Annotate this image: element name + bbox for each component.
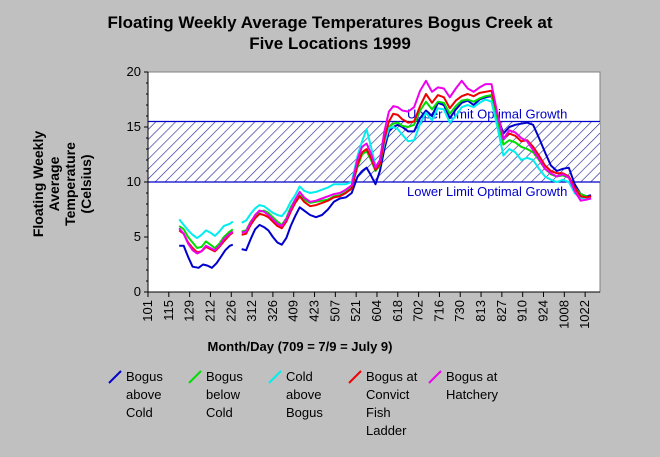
- lower-limit-label: Lower Limit Optimal Growth: [407, 184, 567, 199]
- x-tick-label: 716: [431, 300, 446, 322]
- legend-label: Bogus at Convict Fish Ladder: [366, 369, 418, 438]
- legend-label: Bogus below Cold: [206, 369, 243, 420]
- x-tick-label: 226: [223, 300, 238, 322]
- x-tick-label: 1022: [577, 300, 592, 329]
- legend-swatch: [348, 370, 362, 384]
- legend: Bogus above Cold Bogus below Cold Cold abo…: [108, 368, 628, 438]
- y-tick-label: 20: [127, 64, 141, 79]
- x-tick-label: 618: [390, 300, 405, 322]
- x-tick-label: 409: [286, 300, 301, 322]
- series-line-0-seg-1: [241, 95, 592, 252]
- x-tick-label: 604: [369, 300, 384, 322]
- y-tick-label: 10: [127, 174, 141, 189]
- series-line-1-seg-0: [178, 225, 234, 249]
- x-tick-label: 312: [244, 300, 259, 322]
- x-tick-label: 507: [327, 300, 342, 322]
- legend-label: Cold above Bogus: [286, 369, 323, 420]
- x-tick-label: 827: [494, 300, 509, 322]
- x-tick-label: 521: [348, 300, 363, 322]
- x-tick-label: 423: [307, 300, 322, 322]
- x-tick-label: 101: [140, 300, 155, 322]
- legend-swatch: [268, 370, 282, 384]
- x-tick-label: 212: [202, 300, 217, 322]
- x-axis-label: Month/Day (709 = 7/9 = July 9): [207, 339, 393, 354]
- y-tick-label: 5: [134, 229, 141, 244]
- y-tick-label: 15: [127, 119, 141, 134]
- legend-swatch: [108, 370, 122, 384]
- chart-title: Floating Weekly Average Temperatures Bog…: [107, 13, 553, 53]
- optimal-growth-band: [148, 121, 600, 182]
- legend-swatch: [188, 370, 202, 384]
- x-tick-label: 326: [265, 300, 280, 322]
- x-tick-label: 129: [182, 300, 197, 322]
- x-tick-label: 910: [515, 300, 530, 322]
- legend-label: Bogus above Cold: [126, 369, 163, 420]
- x-tick-label: 730: [452, 300, 467, 322]
- y-tick-label: 0: [134, 284, 141, 299]
- x-tick-label: 813: [473, 300, 488, 322]
- legend-swatch: [428, 370, 442, 384]
- x-tick-label: 1008: [556, 300, 571, 329]
- legend-label: Bogus at Hatchery: [446, 369, 499, 402]
- series-line-4-seg-0: [178, 227, 234, 255]
- series-line-4-seg-1: [241, 79, 592, 234]
- x-tick-label: 115: [161, 300, 176, 321]
- series-line-0-seg-0: [179, 243, 234, 269]
- x-tick-label: 702: [411, 300, 426, 322]
- series-line-2-seg-1: [241, 98, 592, 224]
- x-tick-label: 924: [536, 300, 551, 322]
- series-line-2-seg-0: [178, 218, 234, 240]
